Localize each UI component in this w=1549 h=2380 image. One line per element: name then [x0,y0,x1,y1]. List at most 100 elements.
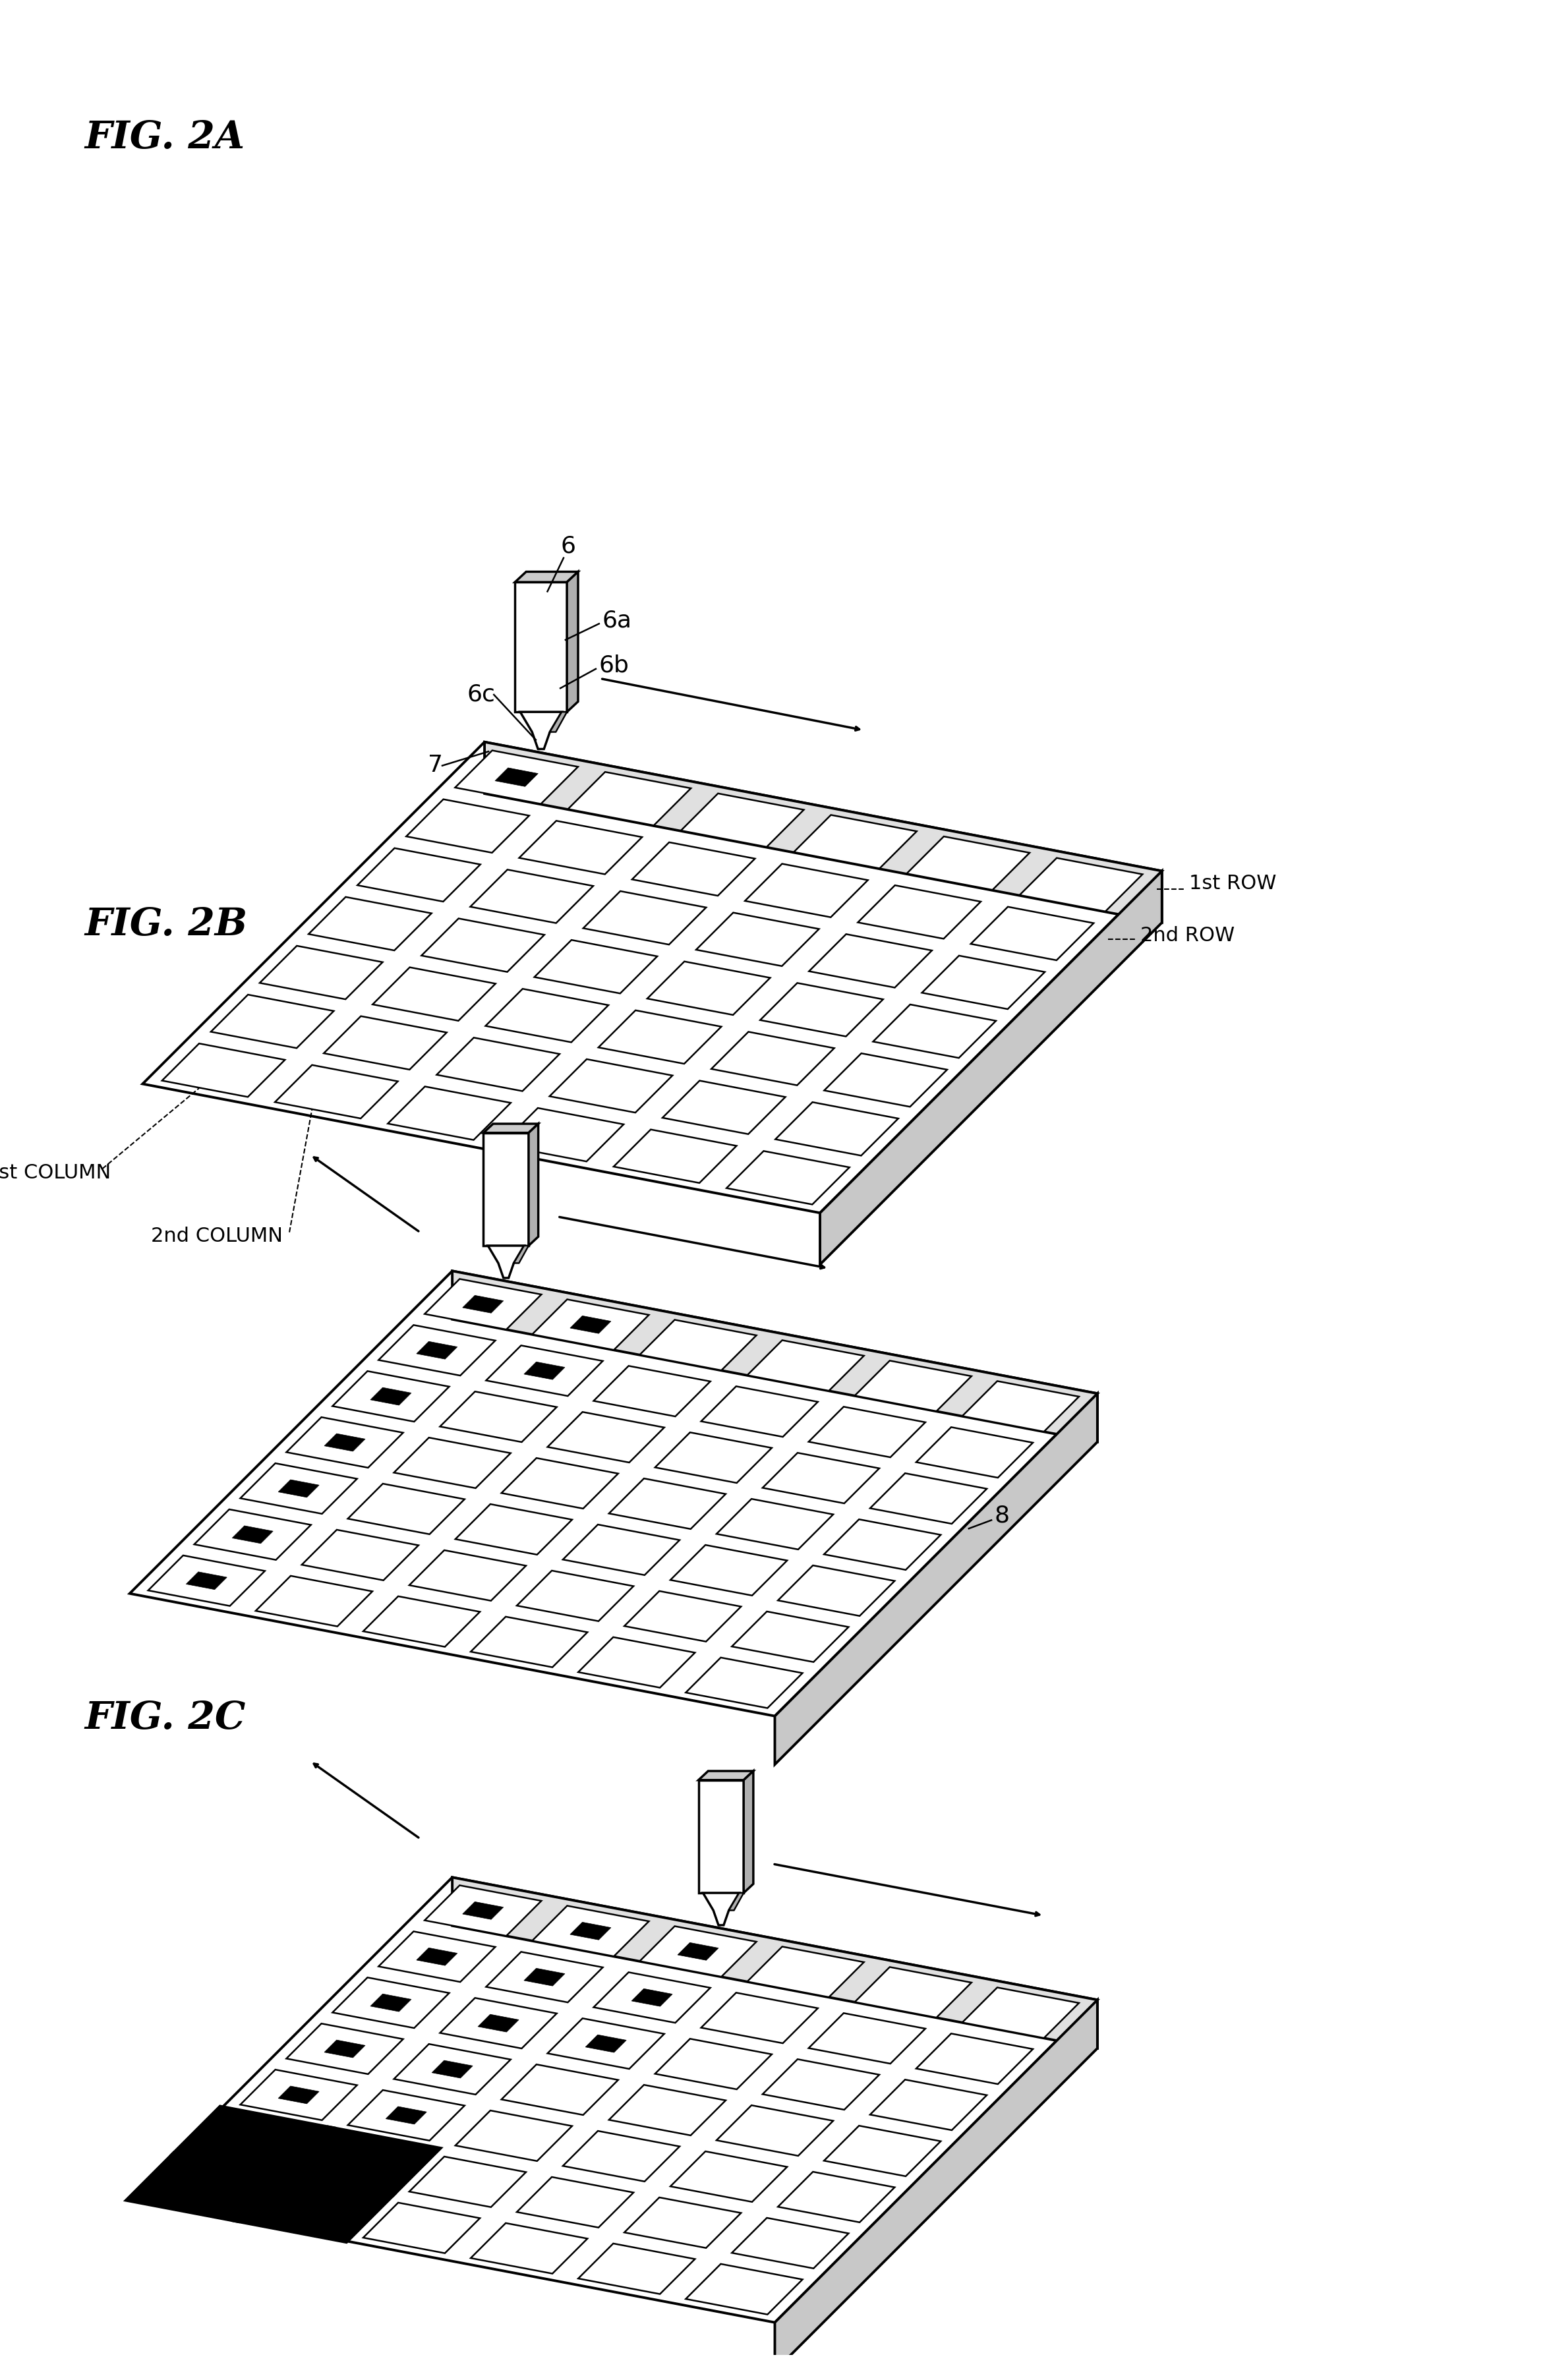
Polygon shape [524,1968,565,1985]
Polygon shape [302,1530,418,1580]
Polygon shape [671,1545,787,1595]
Polygon shape [550,1059,672,1111]
Polygon shape [240,1464,356,1514]
Polygon shape [761,983,883,1035]
Polygon shape [547,1411,665,1461]
Polygon shape [308,897,432,950]
Polygon shape [534,940,657,992]
Polygon shape [593,1973,711,2023]
Polygon shape [809,2013,925,2063]
Polygon shape [455,2111,572,2161]
Polygon shape [809,933,932,988]
Polygon shape [378,1326,496,1376]
Polygon shape [609,1478,725,1528]
Polygon shape [370,1994,410,2011]
Polygon shape [362,1597,480,1647]
Polygon shape [279,1480,319,1497]
Polygon shape [163,1042,285,1097]
Text: 6c: 6c [466,683,496,707]
Polygon shape [483,1133,528,1245]
Polygon shape [211,995,333,1047]
Polygon shape [677,1942,719,1961]
Polygon shape [279,2085,319,2104]
Polygon shape [582,890,706,945]
Polygon shape [778,2173,895,2223]
Polygon shape [533,1906,649,1956]
Polygon shape [485,988,609,1042]
Polygon shape [455,750,578,804]
Polygon shape [730,1892,744,1911]
Polygon shape [717,1499,833,1549]
Polygon shape [486,1345,603,1397]
Polygon shape [824,1054,946,1107]
Text: FIG. 2C: FIG. 2C [85,1699,246,1737]
Polygon shape [962,1380,1080,1433]
Polygon shape [130,1878,1097,2323]
Polygon shape [386,2106,426,2125]
Polygon shape [578,1637,696,1687]
Polygon shape [324,1016,446,1069]
Polygon shape [593,1366,711,1416]
Polygon shape [533,1299,649,1349]
Polygon shape [406,800,530,852]
Polygon shape [324,1433,366,1452]
Polygon shape [349,1483,465,1535]
Polygon shape [702,1992,818,2042]
Polygon shape [686,2263,802,2313]
Polygon shape [744,1771,753,1892]
Polygon shape [194,1509,311,1559]
Polygon shape [463,1295,503,1314]
Polygon shape [232,1526,273,1545]
Polygon shape [696,912,819,966]
Text: 8: 8 [994,1504,1010,1526]
Polygon shape [528,1123,539,1245]
Polygon shape [855,1361,971,1411]
Polygon shape [632,1990,672,2006]
Polygon shape [598,1009,722,1064]
Polygon shape [871,2080,987,2130]
Polygon shape [387,1088,511,1140]
Polygon shape [624,2197,740,2249]
Polygon shape [437,1038,559,1090]
Polygon shape [762,2059,880,2109]
Polygon shape [731,1611,849,1661]
Polygon shape [568,771,691,826]
Polygon shape [421,919,544,971]
Polygon shape [486,1952,603,2002]
Polygon shape [640,1925,756,1978]
Polygon shape [393,1438,511,1488]
Polygon shape [663,1081,785,1135]
Polygon shape [378,1933,496,1983]
Polygon shape [279,2125,441,2197]
Polygon shape [409,1549,527,1602]
Polygon shape [824,1518,940,1571]
Polygon shape [570,1316,610,1333]
Polygon shape [655,2040,771,2090]
Polygon shape [417,1342,457,1359]
Polygon shape [778,1566,895,1616]
Polygon shape [922,957,1046,1009]
Polygon shape [671,2152,787,2202]
Polygon shape [373,966,496,1021]
Text: 2nd COLUMN: 2nd COLUMN [150,1226,282,1245]
Polygon shape [906,835,1030,890]
Polygon shape [274,1064,398,1119]
Polygon shape [962,1987,1080,2037]
Polygon shape [143,743,1162,1214]
Polygon shape [358,847,480,902]
Polygon shape [471,1616,587,1668]
Polygon shape [682,793,804,847]
Polygon shape [440,1997,556,2049]
Polygon shape [471,869,593,923]
Polygon shape [726,1152,849,1204]
Polygon shape [613,1130,736,1183]
Polygon shape [702,1385,818,1438]
Polygon shape [409,2156,527,2206]
Polygon shape [858,885,981,938]
Polygon shape [287,2023,403,2073]
Polygon shape [471,2223,587,2273]
Polygon shape [711,1033,835,1085]
Polygon shape [871,1473,987,1523]
Polygon shape [125,2152,288,2223]
Polygon shape [647,962,770,1014]
